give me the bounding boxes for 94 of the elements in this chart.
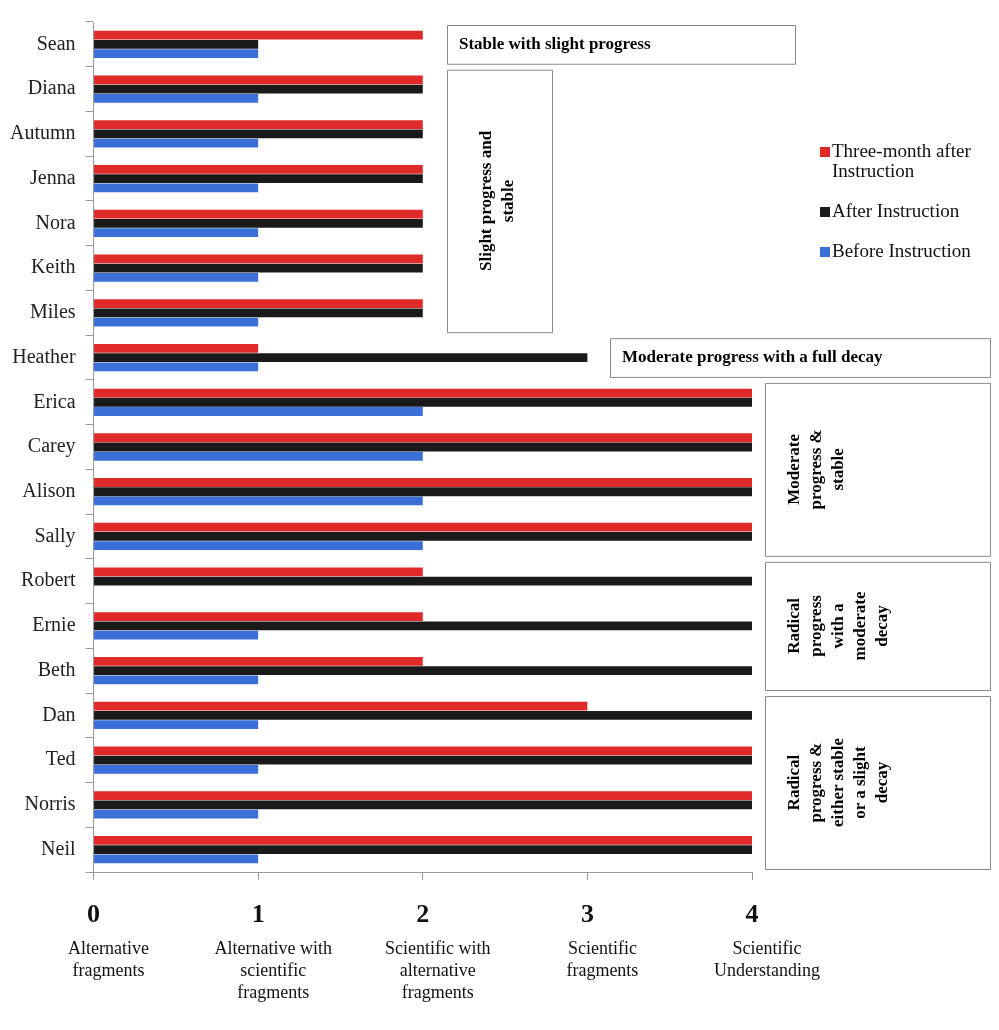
y-tick-label: Ernie [32, 613, 76, 636]
text: Alternative fragments [68, 937, 150, 980]
bar [94, 39, 259, 49]
bar [94, 433, 752, 443]
y-tick-label: Jenna [30, 165, 76, 188]
y-tick-label: Heather [12, 344, 76, 367]
bar [94, 746, 752, 756]
text: Radical progress & either stable or a slight decay [784, 737, 892, 827]
bar [94, 317, 259, 327]
bar [94, 621, 752, 631]
bar [94, 854, 259, 864]
x-tick-label: 3 [580, 898, 594, 928]
bar [94, 765, 259, 774]
bar [94, 183, 259, 193]
bar [94, 254, 423, 264]
y-tick-label: Erica [33, 389, 76, 412]
bar [94, 478, 752, 487]
bar [94, 720, 259, 730]
y-tick-label: Neil [41, 836, 76, 859]
text: Radical progress with a moderate decay [784, 591, 892, 661]
y-tick-label: Autumn [9, 121, 76, 144]
legend-label: Three-month after Instruction [832, 139, 972, 181]
bar [94, 576, 752, 586]
y-tick-label: Diana [27, 76, 76, 99]
bar [94, 84, 423, 94]
y-tick-label: Dan [42, 702, 76, 725]
bar [94, 675, 259, 685]
bar [94, 397, 752, 407]
bar [94, 120, 423, 129]
bar [94, 657, 423, 666]
bar [94, 263, 423, 273]
bar [94, 541, 423, 551]
x-tick-label: 0 [87, 898, 101, 928]
bar [94, 666, 752, 676]
bar [94, 228, 259, 237]
y-tick-label: Nora [35, 210, 76, 233]
bar [94, 407, 423, 416]
bar [94, 272, 259, 282]
bar [94, 567, 423, 577]
y-tick-label: Beth [37, 657, 76, 680]
bar [94, 835, 752, 845]
y-tick-label: Miles [29, 300, 76, 323]
legend-label: After Instruction [832, 199, 960, 221]
y-tick-label: Carey [27, 434, 76, 458]
bar [94, 164, 423, 174]
annotation: Stable with slight progress [459, 33, 651, 53]
bar [94, 755, 752, 765]
bar [94, 209, 423, 219]
bar [94, 612, 423, 622]
text: Scientific fragments [566, 937, 639, 980]
bar [94, 522, 752, 532]
bar [94, 299, 423, 308]
bar [94, 487, 752, 497]
bar [94, 93, 259, 103]
bar [94, 442, 752, 452]
annotation: Moderate progress with a full decay [622, 346, 883, 366]
y-tick-label: Norris [24, 792, 76, 815]
bar [94, 174, 423, 183]
annotation: Slight progress and stable [476, 130, 518, 272]
bar [94, 75, 423, 85]
text: Moderate progress & stable [784, 429, 848, 510]
x-tick-label: 1 [251, 898, 265, 928]
bar [94, 711, 752, 720]
text: Scientific with alternative fragments [385, 937, 491, 1002]
bar [94, 791, 752, 801]
y-tick-label: Ted [45, 747, 76, 770]
bar [94, 353, 588, 362]
bar [94, 388, 752, 398]
legend-label: Before Instruction [832, 239, 972, 261]
bar [94, 800, 752, 810]
bar [94, 129, 423, 139]
bar [94, 845, 752, 855]
bar [94, 532, 752, 541]
bar [94, 630, 259, 640]
y-tick-label: Sean [36, 31, 76, 54]
y-tick-label: Sally [34, 523, 76, 547]
bar [94, 343, 259, 353]
text: Scientific Understanding [714, 937, 820, 980]
bar [94, 451, 423, 461]
bar [94, 362, 259, 372]
y-tick-label: Alison [22, 478, 76, 501]
y-tick-label: Robert [21, 568, 76, 591]
bar [94, 701, 588, 711]
x-tick-label: 2 [416, 898, 430, 928]
bar [94, 308, 423, 318]
y-tick-label: Keith [31, 255, 76, 278]
bar [94, 30, 423, 40]
text: Alternative with scientific fragments [214, 937, 332, 1002]
bar [94, 138, 259, 148]
bar [94, 496, 423, 506]
bar [94, 49, 259, 59]
bar [94, 218, 423, 228]
bar [94, 809, 259, 819]
x-tick-label: 4 [745, 898, 759, 928]
